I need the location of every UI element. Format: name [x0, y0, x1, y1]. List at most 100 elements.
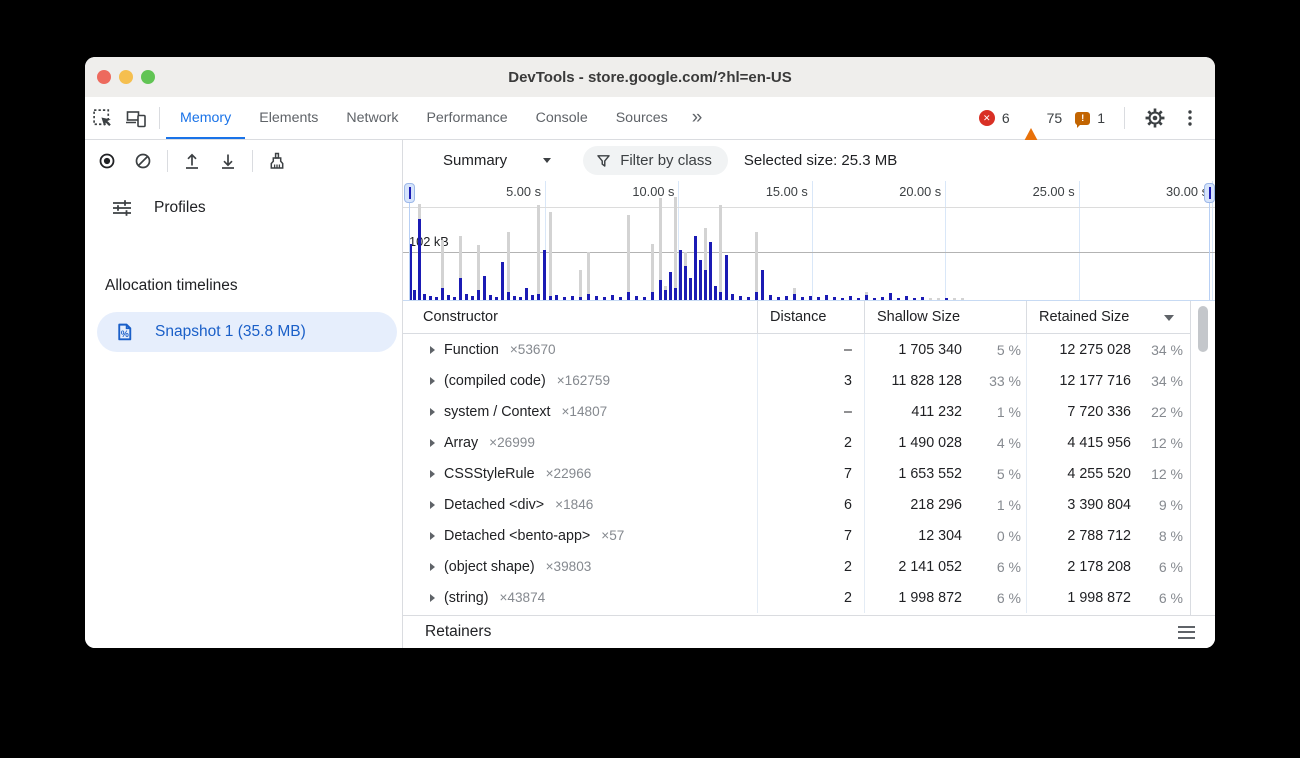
retained-size-percent: 34 % [1151, 372, 1183, 389]
load-profile-button[interactable] [174, 143, 210, 179]
record-heap-button[interactable] [89, 143, 125, 179]
shallow-size-cell: 2 141 052 6 % [865, 551, 1027, 582]
table-row[interactable]: Array ×26999 2 1 490 028 4 % 4 415 956 12 % [403, 427, 1190, 458]
record-icon [99, 153, 115, 168]
column-header-constructor[interactable]: Constructor [403, 301, 758, 333]
save-profile-button[interactable] [210, 143, 246, 179]
disclosure-triangle-icon[interactable] [430, 376, 435, 385]
table-row[interactable]: CSSStyleRule ×22966 7 1 653 552 5 % 4 255 520… [403, 458, 1190, 489]
close-window-button[interactable] [97, 70, 111, 84]
column-header-shallow-size[interactable]: Shallow Size [865, 301, 1027, 333]
timeline-bar-allocated [513, 296, 516, 300]
clear-profiles-button[interactable] [125, 143, 161, 179]
constructor-name: (string) [444, 589, 489, 606]
error-badge-icon[interactable]: ✕ [978, 110, 995, 126]
timeline-bar-allocated [611, 295, 614, 300]
timeline-bar-allocated [777, 297, 780, 300]
table-row[interactable]: (object shape) ×39803 2 2 141 052 6 % 2 178 2… [403, 551, 1190, 582]
class-filter-input[interactable]: Filter by class [583, 146, 728, 175]
issues-count[interactable]: 1 [1097, 110, 1105, 126]
timeline-bar-allocated [674, 288, 677, 300]
disclosure-triangle-icon[interactable] [430, 562, 435, 571]
selection-handle-right[interactable] [1204, 183, 1215, 203]
divider [159, 107, 160, 129]
timeline-bar-total [537, 205, 540, 300]
timeline-bar-allocated [694, 236, 697, 300]
constructor-name: Detached <div> [444, 496, 545, 513]
timeline-bar-allocated [423, 294, 426, 300]
timeline-bar-allocated [563, 297, 566, 300]
zoom-window-button[interactable] [141, 70, 155, 84]
retained-size-cell: 2 788 712 8 % [1027, 520, 1190, 551]
table-row[interactable]: (string) ×43874 2 1 998 872 6 % 1 998 872 6 % [403, 582, 1190, 613]
disclosure-triangle-icon[interactable] [430, 469, 435, 478]
inspect-element-button[interactable] [85, 97, 119, 139]
disclosure-triangle-icon[interactable] [430, 593, 435, 602]
issues-badge-icon[interactable]: ! [1075, 111, 1091, 128]
perspective-select[interactable]: Summary [443, 152, 508, 169]
table-row[interactable]: Detached <div> ×1846 6 218 296 1 % 3 390 804 9… [403, 489, 1190, 520]
retained-size-label: Retained Size [1039, 309, 1130, 325]
column-header-distance[interactable]: Distance [758, 301, 865, 333]
disclosure-triangle-icon[interactable] [430, 500, 435, 509]
heap-table-header: Constructor Distance Shallow Size Retain… [403, 301, 1190, 334]
tab-performance[interactable]: Performance [426, 109, 508, 126]
minimize-window-button[interactable] [119, 70, 133, 84]
more-tabs-button[interactable]: » [691, 107, 703, 128]
toggle-device-toolbar-button[interactable] [119, 97, 153, 139]
timeline-bar-total [579, 270, 582, 300]
scrollbar-thumb[interactable] [1198, 306, 1208, 352]
timeline-gridline [945, 181, 947, 300]
timeline[interactable]: 5.00 s 10.00 s 15.00 s 20.00 s 25.00 s 30.00 … [403, 181, 1215, 301]
shallow-size-cell: 218 296 1 % [865, 489, 1027, 520]
tab-elements[interactable]: Elements [259, 109, 319, 126]
retainers-section-header[interactable]: Retainers [403, 615, 1215, 648]
error-count[interactable]: 6 [1001, 110, 1010, 126]
disclosure-triangle-icon[interactable] [430, 345, 435, 354]
tab-memory[interactable]: Memory [166, 97, 246, 139]
dropdown-arrow-icon[interactable] [543, 158, 552, 163]
bars-layer [403, 181, 1215, 300]
table-row[interactable]: system / Context ×14807 – 411 232 1 % 7 720 3… [403, 396, 1190, 427]
shallow-size-cell: 1 653 552 5 % [865, 458, 1027, 489]
sidebar-item-snapshot-1[interactable]: % Snapshot 1 (35.8 MB) [97, 312, 397, 352]
column-header-retained-size[interactable]: Retained Size [1027, 301, 1190, 333]
selection-handle-left[interactable] [404, 183, 415, 203]
timeline-bar-allocated [873, 298, 876, 300]
table-row[interactable]: Function ×53670 – 1 705 340 5 % 12 275 028 34 … [403, 334, 1190, 365]
timeline-bar-allocated [619, 297, 622, 300]
tab-sources[interactable]: Sources [615, 109, 668, 126]
disclosure-triangle-icon[interactable] [430, 438, 435, 447]
collect-garbage-button[interactable] [259, 143, 295, 179]
settings-gear-button[interactable] [1138, 107, 1172, 129]
table-row[interactable]: (compiled code) ×162759 3 11 828 128 33 % 12 … [403, 365, 1190, 396]
timeline-bar-allocated [555, 295, 558, 300]
selected-size-label: Selected size: 25.3 MB [743, 152, 898, 169]
title-bar: DevTools - store.google.com/?hl=en-US [85, 57, 1215, 98]
table-row[interactable]: Detached <bento-app> ×57 7 12 304 0 % 2 788 7… [403, 520, 1190, 551]
timeline-bar-allocated [689, 278, 692, 300]
main-menu-button[interactable] [1179, 108, 1205, 128]
tab-network[interactable]: Network [346, 109, 399, 126]
retained-size-percent: 6 % [1158, 558, 1183, 575]
timeline-bar-allocated [429, 296, 432, 300]
timeline-bar-allocated [489, 295, 492, 300]
snapshot-document-icon: % [118, 323, 132, 340]
table-scrollbar[interactable] [1190, 301, 1215, 615]
distance-cell: 2 [758, 582, 865, 613]
tab-strip: Memory Elements Network Performance Console S… [166, 97, 682, 140]
shallow-size-value: 1 653 552 [898, 465, 962, 482]
disclosure-triangle-icon[interactable] [430, 407, 435, 416]
retainers-menu-icon[interactable] [1178, 625, 1195, 639]
distance-cell: 2 [758, 427, 865, 458]
timeline-bar-total [587, 252, 590, 300]
disclosure-triangle-icon[interactable] [430, 531, 435, 540]
memory-toolbar: Summary Filter by class Selected size: 2… [85, 140, 1215, 181]
warning-count[interactable]: 75 [1046, 110, 1063, 126]
tab-console[interactable]: Console [535, 109, 588, 126]
timeline-bar-total [937, 298, 940, 300]
warning-badge-icon[interactable]: ! [1022, 110, 1040, 143]
timeline-bar-allocated [719, 292, 722, 300]
profiles-header[interactable]: Profiles [85, 189, 402, 227]
